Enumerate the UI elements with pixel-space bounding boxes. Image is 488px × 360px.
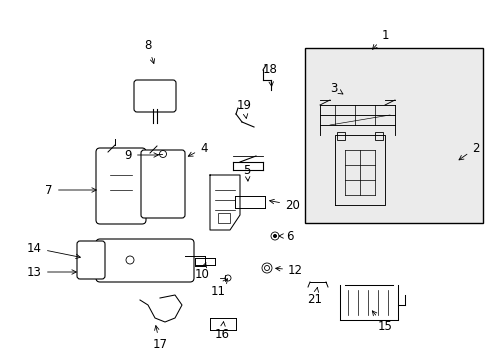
Text: 13: 13	[27, 266, 76, 279]
Text: 5: 5	[243, 163, 250, 181]
Text: 16: 16	[214, 322, 229, 341]
Text: 4: 4	[188, 141, 207, 156]
Text: 20: 20	[269, 198, 299, 212]
Text: 6: 6	[278, 230, 293, 243]
Text: 21: 21	[307, 287, 322, 306]
Text: 3: 3	[329, 81, 342, 95]
Bar	[336, 132, 345, 140]
Text: 10: 10	[194, 262, 209, 281]
Text: 11: 11	[210, 279, 227, 298]
Bar	[305, 48, 482, 223]
Text: 8: 8	[144, 39, 154, 63]
Text: 1: 1	[372, 29, 388, 49]
Text: 7: 7	[45, 184, 96, 197]
Text: 14: 14	[27, 242, 80, 258]
Text: 2: 2	[458, 141, 479, 160]
FancyBboxPatch shape	[134, 80, 176, 112]
FancyBboxPatch shape	[96, 148, 146, 224]
Text: 15: 15	[371, 311, 392, 333]
FancyBboxPatch shape	[141, 150, 184, 218]
Bar	[374, 132, 382, 140]
Bar	[218, 213, 229, 223]
Text: 19: 19	[236, 99, 251, 118]
FancyBboxPatch shape	[96, 239, 194, 282]
FancyBboxPatch shape	[77, 241, 105, 279]
Text: 18: 18	[262, 63, 277, 86]
Circle shape	[273, 234, 276, 238]
Text: 17: 17	[152, 326, 167, 351]
Text: 12: 12	[275, 264, 303, 276]
Text: 9: 9	[124, 149, 158, 162]
